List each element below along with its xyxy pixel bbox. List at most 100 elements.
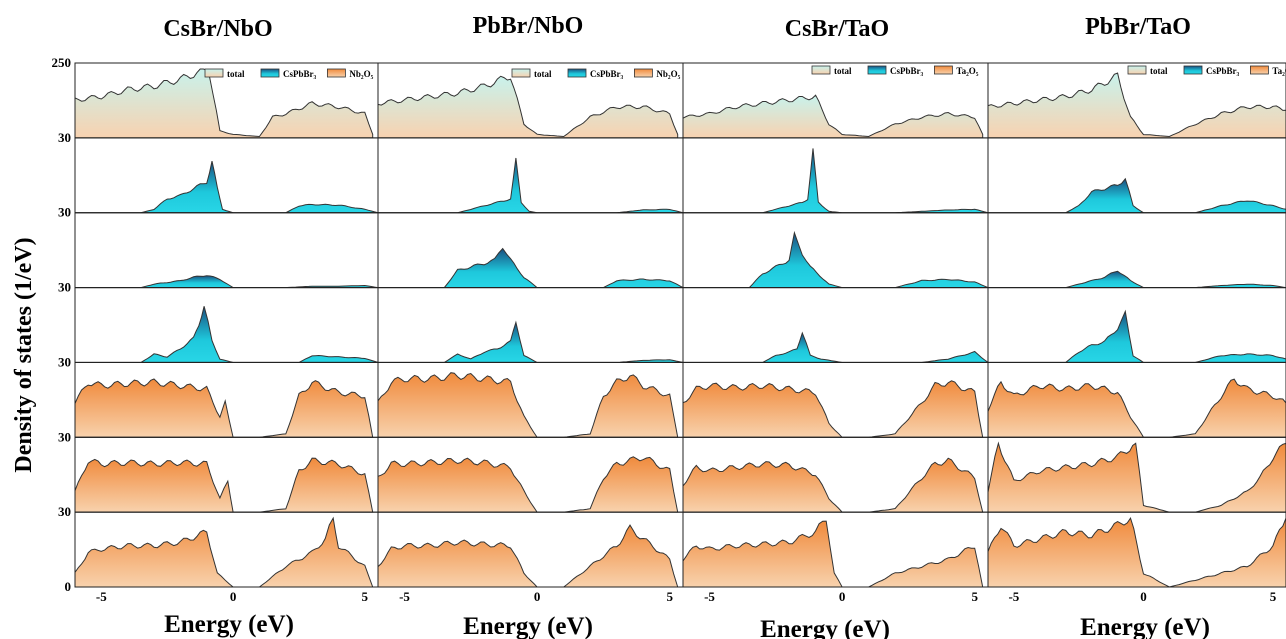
x-tick-label: -5 [1008, 589, 1019, 604]
dos-curve-oxide [987, 378, 1286, 438]
dos-curve-cspbbr3 [75, 160, 379, 214]
x-tick-label: -5 [399, 589, 410, 604]
panel-frame [682, 287, 989, 364]
x-tick-label: 0 [534, 589, 541, 604]
legend-label: CsPbBr₃ [1206, 66, 1240, 76]
legend-swatch [511, 68, 531, 78]
dos-curve-cspbbr3 [378, 320, 684, 363]
panel-3 [682, 62, 990, 588]
dos-curve-cspbbr3 [75, 275, 379, 289]
panel-frame [74, 137, 379, 214]
panel-frame [682, 137, 989, 214]
dos-curve-oxide [377, 456, 679, 513]
x-tick-label: -5 [96, 589, 107, 604]
dos-curve-total [987, 72, 1286, 139]
dos-curve-cspbbr3 [75, 306, 379, 363]
legend-swatch [867, 65, 887, 75]
dos-curve-cspbbr3 [683, 230, 989, 289]
row-tick-label: 30 [58, 280, 71, 295]
x-axis-label-4: Energy (eV) [1080, 614, 1210, 639]
panel-4 [987, 62, 1286, 588]
x-tick-label: 5 [971, 589, 978, 604]
panel-1 [74, 62, 379, 588]
dos-curve-oxide [74, 457, 374, 513]
dos-curve-cspbbr3 [683, 148, 989, 214]
column-title-4: PbBr/TaO [1085, 14, 1191, 40]
panel-frame [377, 287, 684, 364]
dos-curve-oxide [74, 378, 374, 438]
dos-curve-cspbbr3 [988, 270, 1286, 289]
panel-frame [987, 287, 1286, 364]
legend-swatch [326, 68, 346, 78]
x-tick-label: 0 [1140, 589, 1147, 604]
panel-frame [987, 212, 1286, 289]
dos-curve-oxide [682, 457, 984, 513]
legend-swatch [634, 68, 653, 78]
x-axis-label-3: Energy (eV) [760, 616, 890, 639]
dos-curve-oxide [682, 520, 984, 588]
legend-label: Ta₂O₅ [1272, 66, 1286, 76]
row-tick-label: 30 [58, 429, 71, 444]
x-tick-label: -5 [704, 589, 715, 604]
panel-frame [377, 212, 684, 289]
legend-swatch [1183, 65, 1203, 75]
legend-4: total CsPbBr₃ Ta₂O₅ [1127, 65, 1286, 76]
dos-curve-total [377, 75, 679, 139]
legend-label: total [1150, 66, 1168, 76]
row-tick-label: 250 [52, 55, 72, 70]
panel-2 [377, 62, 684, 588]
dos-curve-oxide [377, 524, 679, 588]
row-tick-label: 30 [58, 130, 71, 145]
dos-curve-total [74, 68, 374, 139]
x-tick-label: 0 [230, 589, 237, 604]
row-tick-label: 30 [58, 354, 71, 369]
dos-curve-oxide [74, 516, 374, 588]
dos-curve-cspbbr3 [988, 177, 1286, 214]
dos-curve-oxide [682, 380, 984, 438]
legend-swatch [204, 68, 224, 78]
legend-label: CsPbBr₃ [890, 66, 924, 76]
legend-2: total CsPbBr₃ Nb₂O₅ [511, 68, 681, 79]
dos-curve-cspbbr3 [378, 157, 684, 214]
x-tick-label: 5 [666, 589, 673, 604]
x-tick-label: 0 [839, 589, 846, 604]
dos-curve-total [682, 94, 984, 139]
dos-curve-oxide [987, 516, 1286, 588]
legend-swatch [260, 68, 280, 78]
y-axis-label: Density of states (1/eV) [11, 237, 37, 472]
x-axis-label-2: Energy (eV) [463, 613, 593, 639]
legend-swatch [811, 65, 831, 75]
dos-curve-cspbbr3 [378, 247, 684, 289]
legend-swatch [1127, 65, 1147, 75]
dos-curve-cspbbr3 [683, 331, 990, 363]
legend-label: total [534, 69, 552, 79]
dos-curve-cspbbr3 [988, 309, 1286, 363]
row-tick-label: 30 [58, 504, 71, 519]
legend-label: CsPbBr₃ [590, 69, 624, 79]
x-tick-labels: -5 0 5 -5 0 5 -5 0 5 -5 0 5 [96, 589, 1277, 604]
legends: total CsPbBr₃ Nb₂O₅ total CsPbBr₃ Nb₂O₅ total C… [204, 65, 1286, 79]
x-tick-label: 5 [1270, 589, 1277, 604]
row-tick-labels: 250 30 30 30 30 30 30 0 [52, 55, 72, 594]
legend-1: total CsPbBr₃ Nb₂O₅ [204, 68, 374, 79]
dos-curve-oxide [377, 372, 679, 438]
column-title-2: PbBr/NbO [473, 13, 584, 39]
column-title-3: CsBr/TaO [785, 16, 889, 42]
panel-frame [377, 137, 684, 214]
row-tick-label: 30 [58, 205, 71, 220]
x-axis-label-1: Energy (eV) [164, 611, 294, 638]
legend-swatch [567, 68, 587, 78]
legend-label: total [227, 69, 245, 79]
panel-frame [682, 212, 989, 289]
legend-swatch [1250, 65, 1269, 75]
panel-frame [987, 511, 1286, 588]
column-title-1: CsBr/NbO [163, 16, 272, 42]
panels [74, 62, 1286, 588]
legend-label: Nb₂O₅ [656, 69, 680, 79]
row-tick-label: 0 [65, 579, 72, 594]
panel-frame [74, 287, 379, 364]
x-tick-label: 5 [362, 589, 369, 604]
legend-label: Nb₂O₅ [349, 69, 373, 79]
legend-label: Ta₂O₅ [956, 66, 978, 76]
